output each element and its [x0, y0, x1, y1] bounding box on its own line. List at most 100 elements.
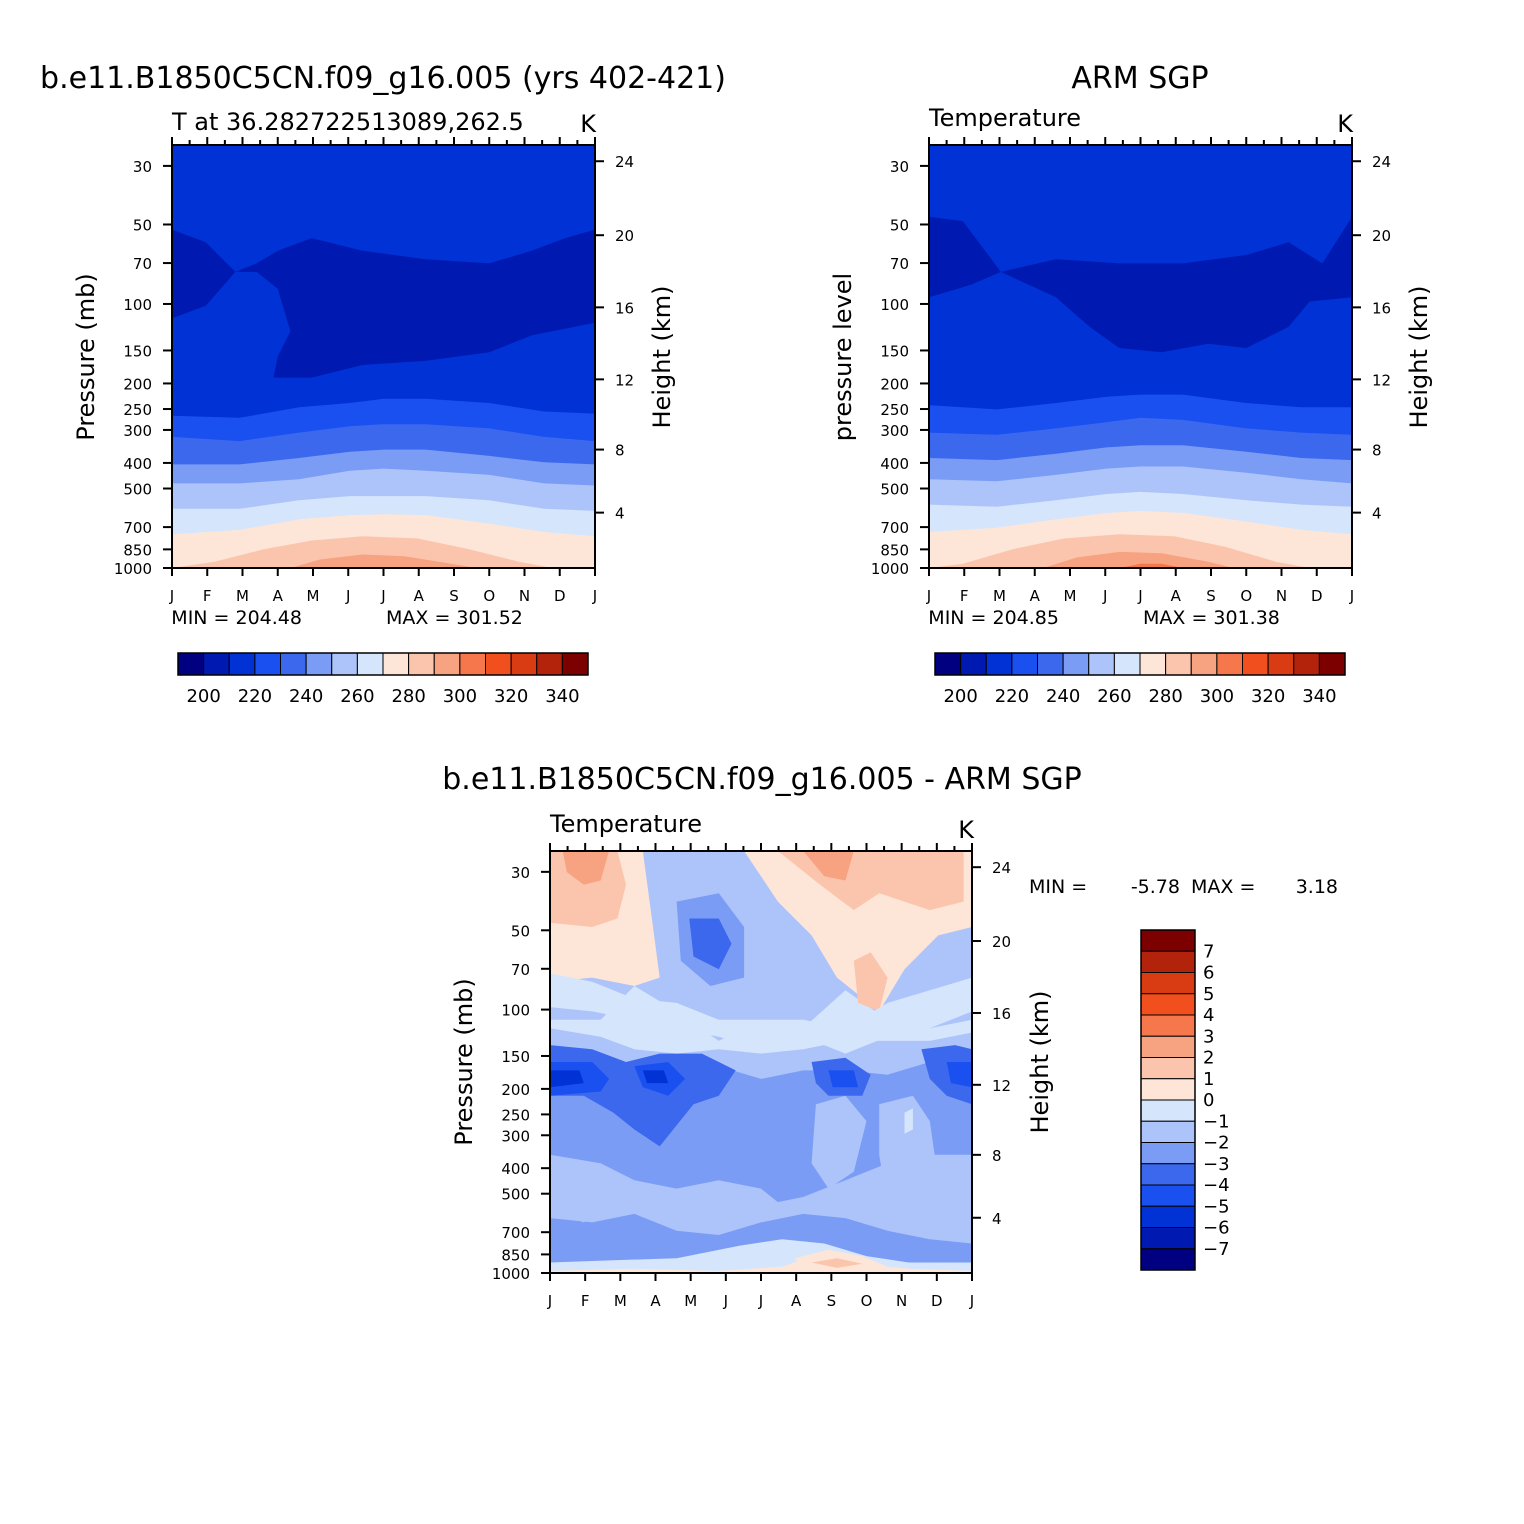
- colorbar-swatch: [228, 652, 256, 676]
- obs-min-label: MIN = 204.85: [928, 607, 1059, 629]
- obs-panel: ARM SGP Temperature K J F M A M J J A S O N D J 30 50 7…: [829, 61, 1433, 707]
- x-tick-label: M: [236, 587, 249, 605]
- y-right-tick-label: 8: [615, 442, 625, 460]
- x-tick-label: J: [926, 587, 931, 605]
- y-tick-label: 1000: [114, 560, 152, 578]
- colorbar-swatch: [1140, 1184, 1196, 1207]
- x-tick-label: D: [554, 587, 566, 605]
- colorbar-swatch: [254, 652, 281, 676]
- y-tick-label: 250: [501, 1106, 530, 1124]
- colorbar-swatch: [203, 652, 230, 676]
- colorbar-swatch: [1011, 652, 1038, 676]
- colorbar-swatch: [1140, 1035, 1196, 1058]
- diff-panel: b.e11.B1850C5CN.f09_g16.005 - ARM SGP Te…: [442, 762, 1338, 1310]
- x-tick-label: D: [931, 1292, 943, 1310]
- x-tick-label: J: [345, 587, 350, 605]
- contour-region: [550, 1070, 584, 1088]
- contour-region: [946, 1062, 972, 1088]
- contour-band: [172, 536, 595, 568]
- x-tick-label: J: [547, 1292, 552, 1310]
- diff-units: K: [958, 816, 975, 844]
- y-tick-label: 850: [501, 1246, 530, 1264]
- x-tick-label: O: [1240, 587, 1252, 605]
- colorbar-swatch: [1140, 950, 1196, 973]
- x-tick-label: O: [483, 587, 495, 605]
- y-tick-label: 200: [880, 375, 909, 393]
- x-tick-label: S: [1206, 587, 1216, 605]
- colorbar-label: 200: [943, 686, 977, 707]
- colorbar-label: 280: [391, 686, 425, 707]
- x-tick-label: O: [861, 1292, 873, 1310]
- y-tick-label: 1000: [871, 560, 909, 578]
- x-tick-label: M: [993, 587, 1006, 605]
- contour-region: [562, 851, 610, 885]
- x-tick-label: J: [969, 1292, 974, 1310]
- contour-region: [811, 1095, 867, 1189]
- contour-region: [828, 1070, 859, 1088]
- x-tick-label: S: [449, 587, 459, 605]
- y-tick-label: 50: [890, 216, 909, 234]
- x-tick-label: A: [1030, 587, 1041, 605]
- contour-region: [803, 851, 854, 881]
- x-tick-label: S: [827, 1292, 837, 1310]
- contour-region: [904, 1108, 913, 1134]
- y-tick-label: 850: [123, 541, 152, 559]
- colorbar-swatch: [1140, 929, 1196, 952]
- y-right-tick-label: 24: [1372, 153, 1391, 171]
- y-right-tick-label: 12: [615, 371, 634, 389]
- x-tick-label: M: [307, 587, 320, 605]
- contour-region: [811, 1258, 863, 1268]
- colorbar-swatch: [1140, 993, 1196, 1016]
- colorbar-swatch: [1140, 1014, 1196, 1037]
- x-tick-label: M: [684, 1292, 697, 1310]
- colorbar-swatch: [382, 652, 410, 676]
- colorbar-label: −5: [1203, 1196, 1230, 1217]
- colorbar-label: 280: [1148, 686, 1182, 707]
- model-contour-field: [172, 145, 595, 568]
- colorbar-swatch: [1216, 652, 1243, 676]
- diff-min-value: -5.78: [1131, 876, 1180, 898]
- contour-region: [761, 1024, 795, 1033]
- y-tick-label: 150: [501, 1048, 530, 1066]
- x-tick-label: J: [1349, 587, 1354, 605]
- y-tick-label: 50: [511, 922, 530, 940]
- y-right-tick-label: 20: [615, 227, 634, 245]
- model-max-label: MAX = 301.52: [386, 607, 523, 629]
- obs-axes: J F M A M J J A S O N D J 30 50 70 100 150 200 250 300 400 500…: [871, 137, 1391, 605]
- obs-ylabel-right: Height (km): [1405, 286, 1433, 429]
- colorbar-swatch: [1140, 1078, 1196, 1101]
- colorbar-swatch: [459, 652, 486, 676]
- y-tick-label: 250: [123, 401, 152, 419]
- diff-ylabel: Pressure (mb): [450, 978, 478, 1145]
- colorbar-swatch: [1242, 652, 1269, 676]
- colorbar-swatch: [960, 652, 987, 676]
- colorbar-swatch: [408, 652, 435, 676]
- diff-title: b.e11.B1850C5CN.f09_g16.005 - ARM SGP: [442, 762, 1081, 797]
- model-min-label: MIN = 204.48: [171, 607, 302, 629]
- x-tick-label: N: [1276, 587, 1287, 605]
- colorbar-swatch: [1140, 1227, 1196, 1250]
- x-tick-label: A: [414, 587, 425, 605]
- colorbar-label: 340: [545, 686, 579, 707]
- x-tick-label: J: [169, 587, 174, 605]
- y-right-tick-label: 16: [1372, 299, 1391, 317]
- x-tick-label: J: [1137, 587, 1142, 605]
- colorbar-swatch: [1140, 1120, 1196, 1143]
- colorbar-label: 3: [1203, 1026, 1214, 1047]
- colorbar-label: 300: [443, 686, 477, 707]
- y-right-tick-label: 24: [992, 859, 1011, 877]
- colorbar-frame: [934, 652, 1346, 676]
- colorbar-swatch: [1062, 652, 1090, 676]
- obs-left-label: Temperature: [928, 104, 1081, 132]
- x-tick-label: N: [896, 1292, 907, 1310]
- y-tick-label: 400: [501, 1160, 530, 1178]
- contour-band: [172, 554, 595, 568]
- colorbar-swatch: [985, 652, 1013, 676]
- y-tick-label: 700: [880, 519, 909, 537]
- x-tick-label: J: [592, 587, 597, 605]
- y-tick-label: 70: [890, 255, 909, 273]
- y-right-tick-label: 24: [615, 153, 634, 171]
- y-tick-label: 30: [133, 158, 152, 176]
